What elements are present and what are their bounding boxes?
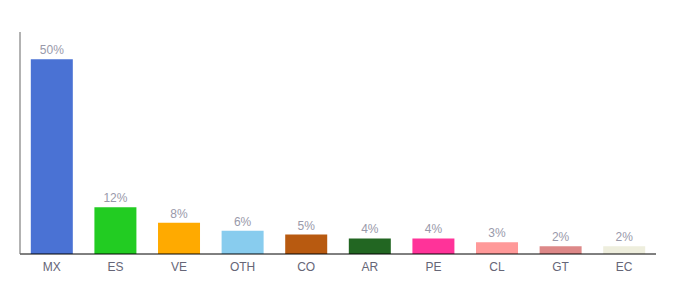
svg-text:EC: EC (616, 260, 633, 274)
svg-text:OTH: OTH (230, 260, 255, 274)
svg-text:CL: CL (489, 260, 505, 274)
svg-text:ES: ES (107, 260, 123, 274)
svg-text:2%: 2% (616, 230, 634, 244)
svg-text:6%: 6% (234, 215, 252, 229)
svg-text:2%: 2% (552, 230, 570, 244)
svg-text:50%: 50% (40, 43, 64, 57)
svg-text:5%: 5% (298, 219, 316, 233)
svg-text:VE: VE (171, 260, 187, 274)
svg-text:MX: MX (43, 260, 61, 274)
svg-text:GT: GT (552, 260, 569, 274)
svg-text:AR: AR (361, 260, 378, 274)
svg-text:4%: 4% (425, 222, 443, 236)
svg-text:CO: CO (297, 260, 315, 274)
svg-text:3%: 3% (488, 226, 506, 240)
svg-text:8%: 8% (170, 207, 188, 221)
svg-text:12%: 12% (103, 191, 127, 205)
svg-text:PE: PE (425, 260, 441, 274)
svg-text:4%: 4% (361, 222, 379, 236)
